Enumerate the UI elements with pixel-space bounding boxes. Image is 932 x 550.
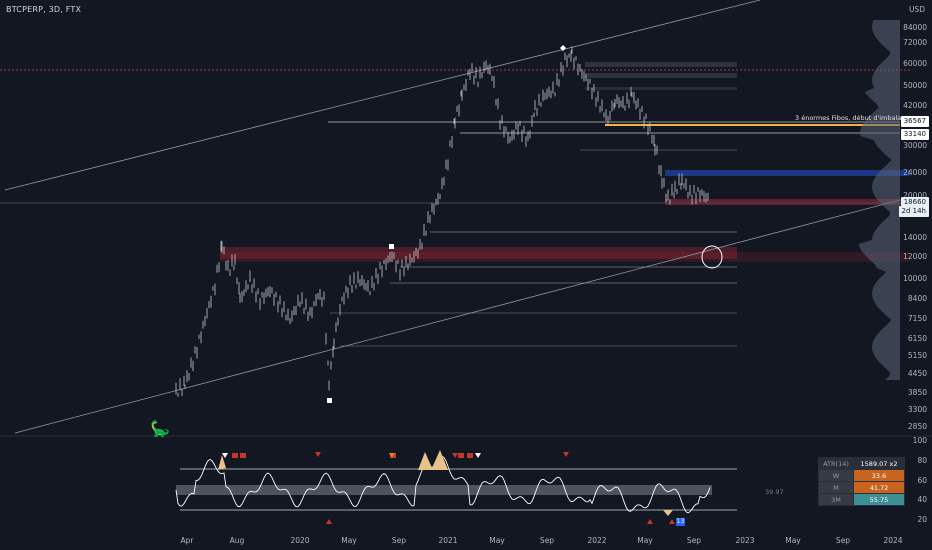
price-axis-label: 4450	[907, 369, 927, 378]
price-tag-36567: 36567	[900, 116, 929, 127]
atr-row-key: 3M	[818, 493, 854, 506]
red-imbalance-zone-ext	[220, 252, 910, 262]
price-axis-label: 14000	[903, 233, 927, 242]
signal-triangle-up	[326, 519, 332, 524]
price-axis-label: 10000	[903, 274, 927, 283]
price-axis-label: 3300	[907, 405, 927, 414]
currency-label: USD	[908, 5, 925, 14]
atr-header-key: ATR(14)	[818, 457, 854, 470]
time-axis-label: May	[637, 536, 653, 545]
signal-triangle-down	[452, 453, 458, 458]
signal-triangle-down	[222, 453, 228, 458]
fibo-annotation: 3 énormes Fibos, début d'imbalance	[795, 114, 913, 122]
overbought-fill	[418, 450, 448, 470]
signal-triangle-down	[563, 452, 569, 457]
atr-panel: ATR(14) 1589.07 x2 W 33.6 M 41.72 3M 55.…	[818, 457, 905, 506]
grey-zone	[585, 62, 737, 67]
square-marker	[327, 398, 332, 403]
oscillator-axis-label: 80	[917, 456, 927, 465]
time-axis-label: Aug	[229, 536, 245, 545]
numbered-marker: 13	[676, 518, 685, 526]
signal-triangle-down	[315, 452, 321, 457]
price-axis-label: 60000	[903, 59, 927, 68]
grey-zone	[585, 87, 737, 90]
oversold-fill	[663, 510, 673, 516]
price-axis-label: 50000	[903, 81, 927, 90]
time-axis-label: 2024	[883, 536, 903, 545]
price-axis-label: 7150	[907, 314, 927, 323]
time-axis-label: Sep	[835, 536, 851, 545]
signal-square	[240, 453, 246, 458]
atr-row-value: 33.6	[853, 469, 905, 482]
price-axis-label: 42000	[903, 101, 927, 110]
signal-triangle-up	[669, 519, 675, 524]
price-axis-label: 72000	[903, 38, 927, 47]
price-axis-label: 30000	[903, 141, 927, 150]
current-price-tag: 18660	[900, 197, 929, 208]
price-axis-label: 3850	[907, 388, 927, 397]
atr-row-value: 55.75	[853, 493, 905, 506]
time-axis-label: May	[341, 536, 357, 545]
signal-square	[458, 453, 464, 458]
volume-profile	[858, 20, 900, 380]
signal-square	[467, 453, 473, 458]
overbought-fill	[218, 455, 226, 470]
hand-drawn-circle-icon	[701, 245, 723, 269]
dinosaur-icon: 🦕	[150, 419, 170, 438]
signal-triangle-up	[647, 519, 653, 524]
grey-zone	[585, 73, 737, 78]
time-axis-label: 2023	[735, 536, 755, 545]
bar-countdown: 2d 14h	[898, 206, 929, 217]
atr-row-key: M	[818, 481, 854, 494]
time-axis-label: Sep	[539, 536, 555, 545]
red-current-zone	[665, 199, 910, 205]
time-axis-label: Sep	[686, 536, 702, 545]
osc-mid-band	[176, 485, 712, 495]
oscillator-line	[175, 455, 711, 514]
lower-trendline	[14, 199, 901, 434]
symbol-title[interactable]: BTCPERP, 3D, FTX	[6, 5, 82, 14]
price-axis-label: 84000	[903, 23, 927, 32]
time-axis-label: May	[489, 536, 505, 545]
price-axis-label: 20000	[903, 191, 927, 200]
signal-square	[232, 453, 238, 458]
atr-header-value: 1589.07 x2	[853, 457, 905, 470]
price-axis-label: 6150	[907, 334, 927, 343]
price-axis-label: 12000	[903, 252, 927, 261]
time-axis-label: 2021	[438, 536, 458, 545]
time-axis-label: Sep	[391, 536, 407, 545]
upper-trendline	[4, 0, 761, 191]
atr-row-value: 41.72	[853, 481, 905, 494]
oscillator-axis-label: 60	[917, 476, 927, 485]
square-marker	[389, 244, 394, 249]
blue-zone	[665, 170, 910, 176]
diamond-marker	[560, 45, 566, 51]
oscillator-axis-label: 20	[917, 515, 927, 524]
time-axis-label: May	[785, 536, 801, 545]
oscillator-axis-label: 100	[912, 436, 927, 445]
price-axis-label: 8400	[907, 294, 927, 303]
signal-triangle-down	[389, 453, 395, 458]
oscillator-axis-label: 40	[917, 495, 927, 504]
red-imbalance-zone	[220, 247, 737, 259]
time-axis-label: Apr	[180, 536, 194, 545]
signal-triangle-down	[475, 453, 481, 458]
oscillator-value: 39.97	[765, 488, 784, 496]
price-tag-33140: 33140	[900, 129, 929, 140]
time-axis-label: 2022	[587, 536, 607, 545]
price-axis-label: 24000	[903, 168, 927, 177]
atr-row-key: W	[818, 469, 854, 482]
price-axis-label: 5150	[907, 351, 927, 360]
price-axis-label: 2850	[907, 422, 927, 431]
time-axis-label: 2020	[290, 536, 310, 545]
